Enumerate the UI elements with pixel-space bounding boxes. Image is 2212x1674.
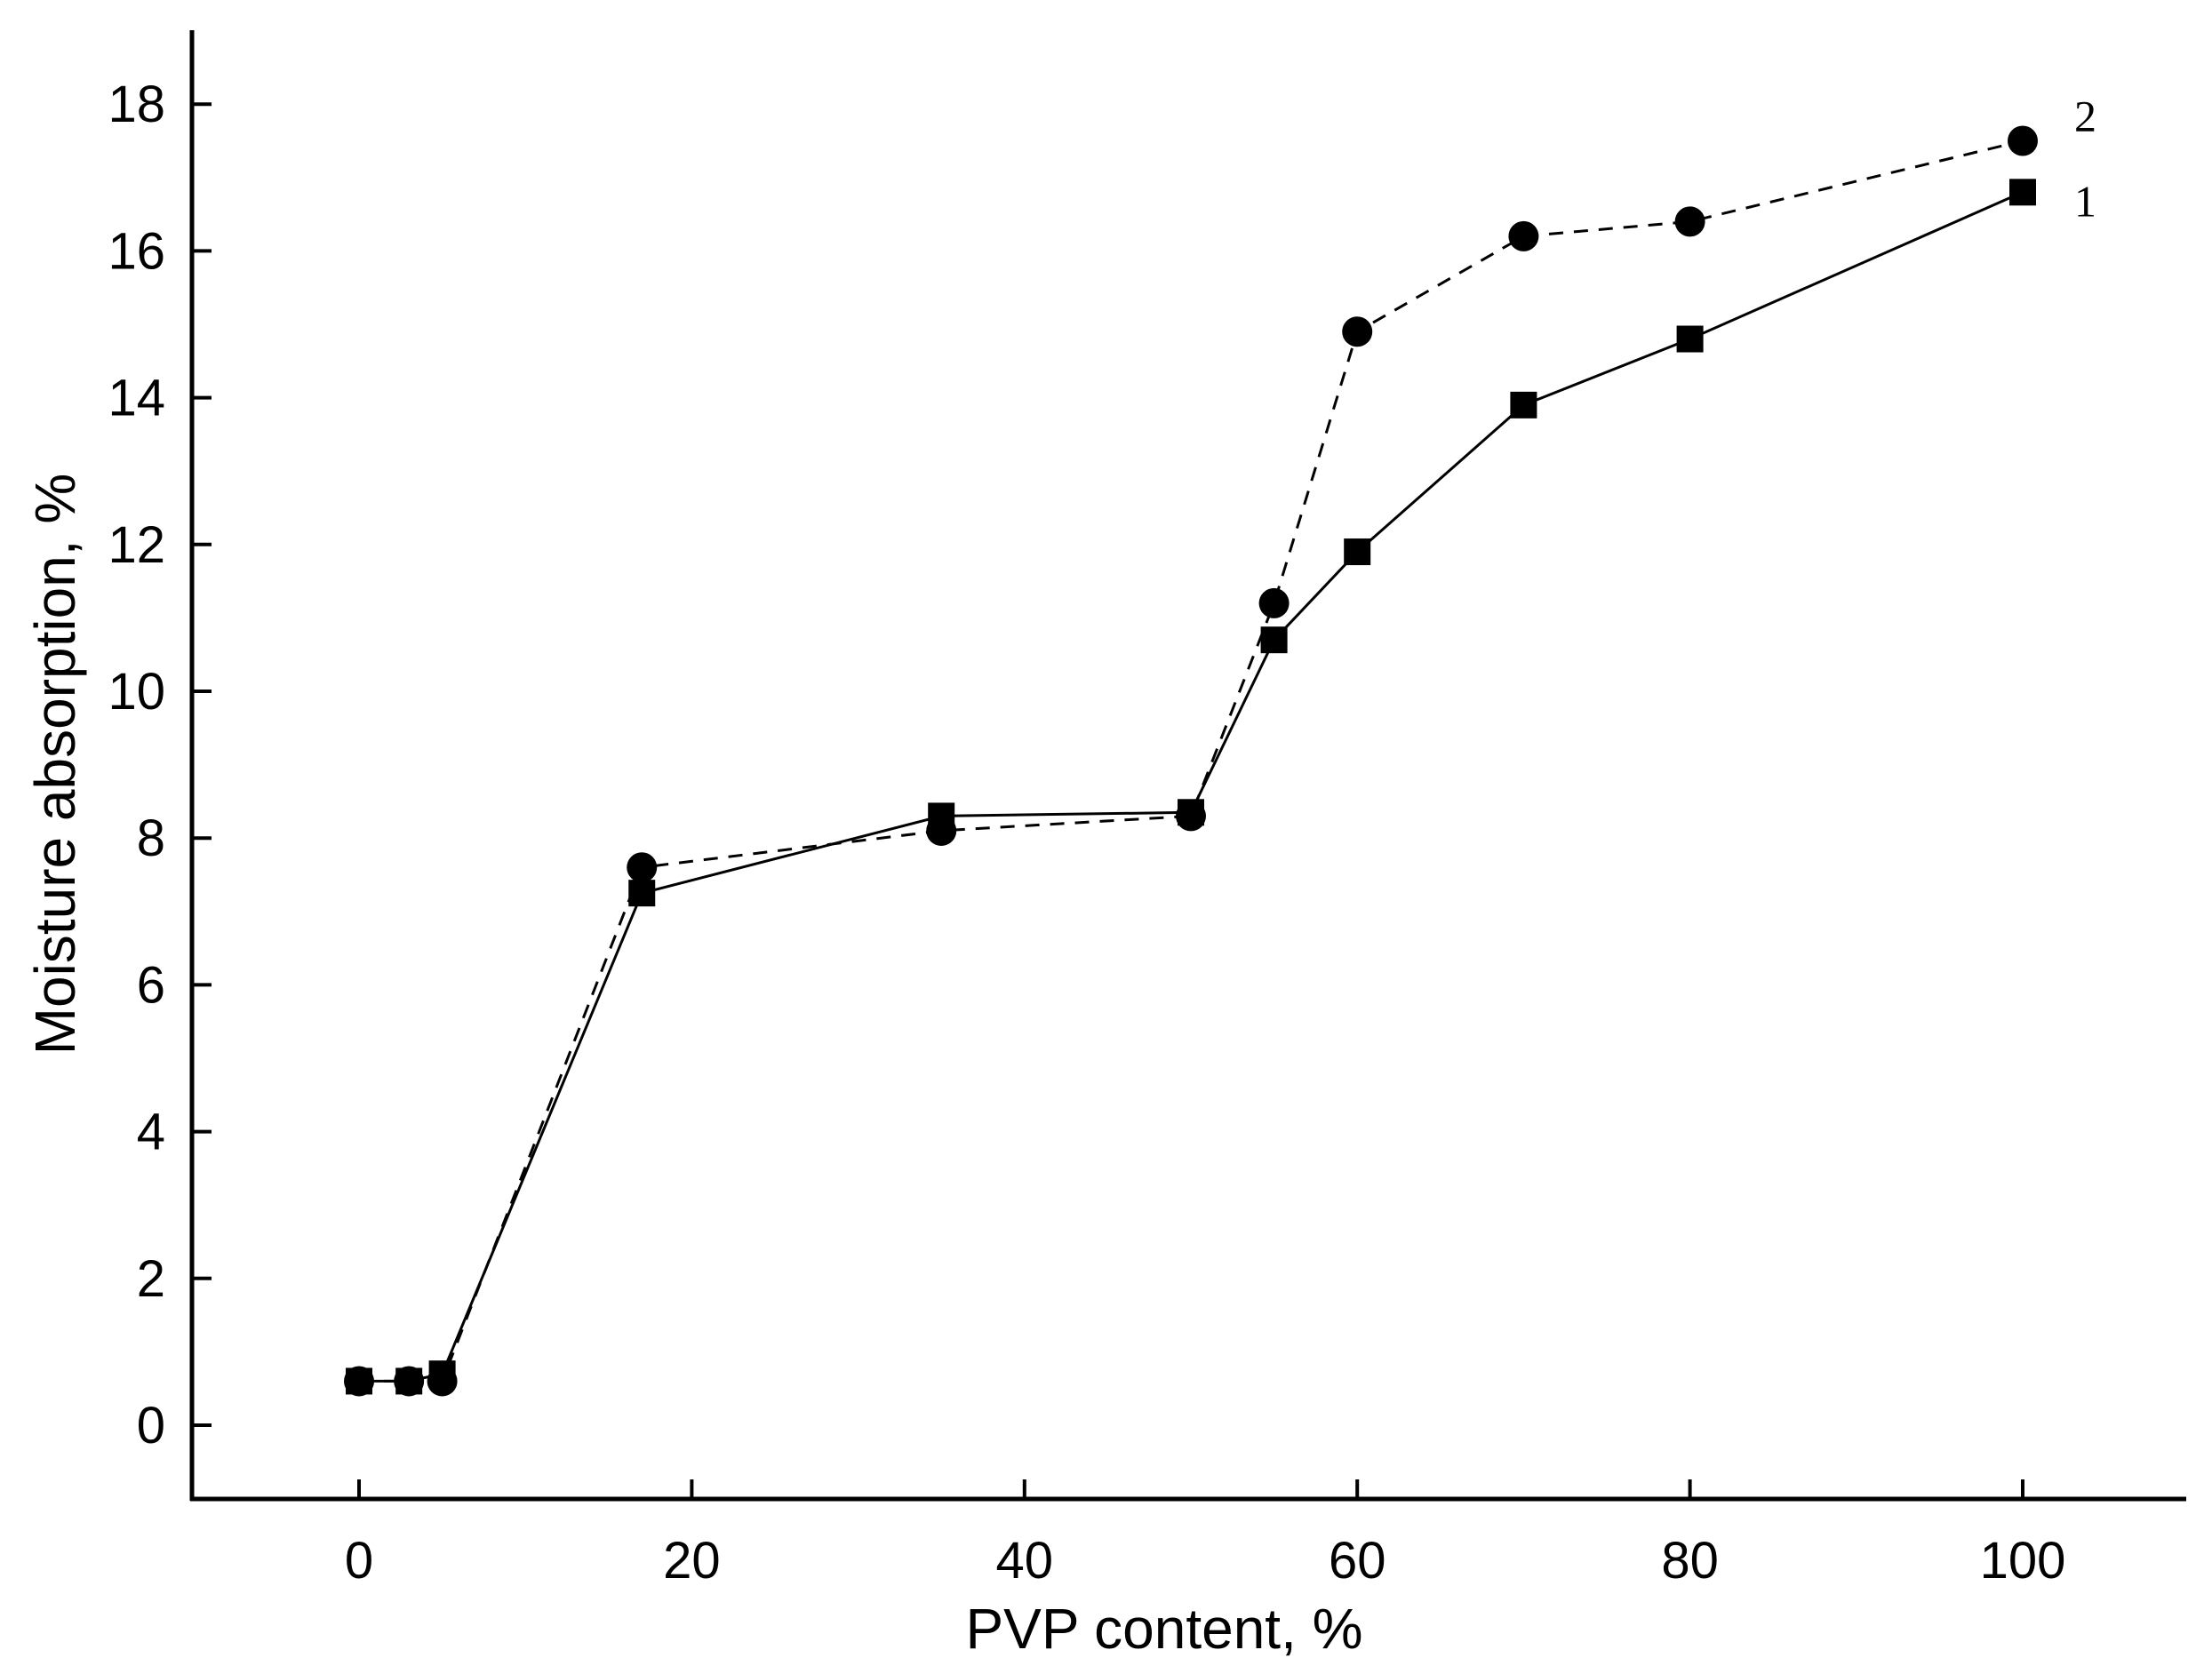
series-1-point-8 — [1510, 391, 1537, 418]
series-2-point-2 — [427, 1366, 458, 1397]
axes — [189, 30, 2186, 1502]
series-label-2: 2 — [2074, 92, 2096, 141]
series-1-point-10 — [2009, 179, 2036, 206]
x-tick-label-3: 60 — [1329, 1532, 1386, 1590]
series-1-point-6 — [1260, 626, 1288, 654]
series-1-point-9 — [1676, 325, 1704, 353]
x-axis-title: PVP content, % — [965, 1597, 1362, 1661]
y-axis-title: Moisture absorption, % — [23, 474, 87, 1056]
series-layer — [344, 125, 2038, 1397]
y-tick-label-6: 12 — [108, 516, 165, 574]
series-2-point-8 — [1508, 220, 1539, 251]
series-2-point-0 — [344, 1366, 374, 1397]
y-tick-label-2: 4 — [137, 1104, 165, 1161]
series-1-line — [359, 190, 2024, 1383]
series-2-line — [359, 140, 2024, 1383]
series-labels: 12 — [2074, 92, 2096, 227]
y-tick-label-8: 16 — [108, 222, 165, 280]
series-2-point-7 — [1342, 316, 1373, 347]
y-tick-label-5: 10 — [108, 663, 165, 721]
series-2-point-3 — [627, 852, 658, 883]
y-tick-label-3: 6 — [137, 956, 165, 1014]
series-2-point-9 — [1674, 206, 1705, 237]
x-tick-label-4: 80 — [1661, 1532, 1719, 1590]
series-2-point-5 — [1176, 801, 1206, 832]
y-tick-label-1: 2 — [137, 1250, 165, 1308]
y-tick-label-4: 8 — [137, 809, 165, 867]
x-ticks: 0 20 40 60 80 100 — [345, 1479, 2066, 1590]
series-1 — [346, 179, 2036, 1395]
series-label-1: 1 — [2074, 176, 2096, 226]
series-2-point-4 — [926, 815, 957, 846]
series-2-point-6 — [1258, 587, 1290, 618]
y-tick-label-0: 0 — [137, 1397, 165, 1455]
series-2-point-10 — [2008, 125, 2038, 156]
y-tick-label-9: 18 — [108, 76, 165, 133]
x-tick-label-5: 100 — [1980, 1532, 2066, 1590]
x-tick-label-0: 0 — [345, 1532, 373, 1590]
x-tick-label-1: 20 — [663, 1532, 721, 1590]
series-2-point-1 — [394, 1366, 425, 1397]
series-1-point-7 — [1344, 538, 1371, 566]
series-2 — [344, 125, 2038, 1397]
y-ticks: 0 2 4 6 8 10 12 14 16 18 — [108, 76, 212, 1455]
x-tick-label-2: 40 — [996, 1532, 1054, 1590]
y-tick-label-7: 14 — [108, 370, 165, 427]
